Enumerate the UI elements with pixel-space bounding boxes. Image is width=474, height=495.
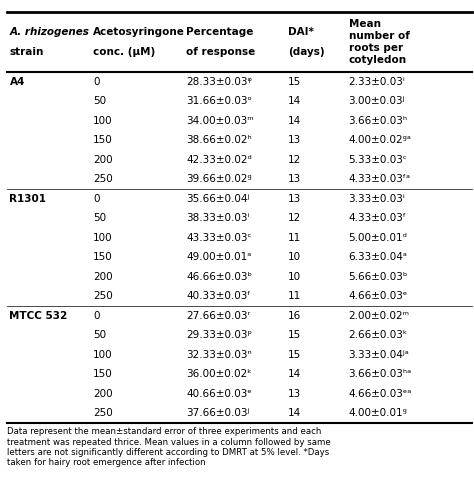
Text: 5.33±0.03ᶜ: 5.33±0.03ᶜ — [348, 154, 407, 165]
Text: Mean: Mean — [348, 19, 381, 29]
Text: 4.66±0.03ᵉᵃ: 4.66±0.03ᵉᵃ — [348, 389, 412, 399]
Text: 4.00±0.02ᵍᵃ: 4.00±0.02ᵍᵃ — [348, 135, 411, 145]
Text: MTCC 532: MTCC 532 — [9, 311, 68, 321]
Text: 32.33±0.03ⁿ: 32.33±0.03ⁿ — [186, 350, 252, 360]
Text: R1301: R1301 — [9, 194, 46, 203]
Text: 3.00±0.03ʲ: 3.00±0.03ʲ — [348, 96, 405, 106]
Text: 250: 250 — [93, 408, 113, 418]
Text: A4: A4 — [9, 77, 25, 87]
Text: 100: 100 — [93, 116, 113, 126]
Text: 38.33±0.03ⁱ: 38.33±0.03ⁱ — [186, 213, 249, 223]
Text: 4.66±0.03ᵉ: 4.66±0.03ᵉ — [348, 292, 408, 301]
Text: 50: 50 — [93, 330, 106, 341]
Text: 4.00±0.01ᵍ: 4.00±0.01ᵍ — [348, 408, 408, 418]
Text: 38.66±0.02ʰ: 38.66±0.02ʰ — [186, 135, 252, 145]
Text: 5.00±0.01ᵈ: 5.00±0.01ᵈ — [348, 233, 408, 243]
Text: 150: 150 — [93, 369, 113, 379]
Text: 11: 11 — [288, 233, 301, 243]
Text: 13: 13 — [288, 135, 301, 145]
Text: 150: 150 — [93, 135, 113, 145]
Text: 50: 50 — [93, 213, 106, 223]
Text: 50: 50 — [93, 96, 106, 106]
Text: Percentage: Percentage — [186, 27, 254, 37]
Text: cotyledon: cotyledon — [348, 55, 407, 65]
Text: 200: 200 — [93, 154, 113, 165]
Text: 11: 11 — [288, 292, 301, 301]
Text: 2.00±0.02ᵐ: 2.00±0.02ᵐ — [348, 311, 410, 321]
Text: roots per: roots per — [348, 43, 403, 53]
Text: 3.33±0.03ⁱ: 3.33±0.03ⁱ — [348, 194, 405, 203]
Text: 14: 14 — [288, 408, 301, 418]
Text: 13: 13 — [288, 389, 301, 399]
Text: 27.66±0.03ʳ: 27.66±0.03ʳ — [186, 311, 250, 321]
Text: conc. (μM): conc. (μM) — [93, 47, 155, 57]
Text: 0: 0 — [93, 194, 100, 203]
Text: 14: 14 — [288, 369, 301, 379]
Text: 39.66±0.02ᵍ: 39.66±0.02ᵍ — [186, 174, 252, 184]
Text: 43.33±0.03ᶜ: 43.33±0.03ᶜ — [186, 233, 251, 243]
Text: 40.66±0.03ᵉ: 40.66±0.03ᵉ — [186, 389, 252, 399]
Text: 100: 100 — [93, 350, 113, 360]
Text: number of: number of — [348, 31, 410, 41]
Text: 6.33±0.04ᵃ: 6.33±0.04ᵃ — [348, 252, 408, 262]
Text: 4.33±0.03ᶠᵃ: 4.33±0.03ᶠᵃ — [348, 174, 410, 184]
Text: 0: 0 — [93, 311, 100, 321]
Text: 40.33±0.03ᶠ: 40.33±0.03ᶠ — [186, 292, 250, 301]
Text: 250: 250 — [93, 174, 113, 184]
Text: 12: 12 — [288, 154, 301, 165]
Text: 3.66±0.03ʰ: 3.66±0.03ʰ — [348, 116, 408, 126]
Text: 34.00±0.03ᵐ: 34.00±0.03ᵐ — [186, 116, 254, 126]
Text: 2.33±0.03ⁱ: 2.33±0.03ⁱ — [348, 77, 405, 87]
Text: 49.00±0.01ᵃ: 49.00±0.01ᵃ — [186, 252, 251, 262]
Text: Data represent the mean±standard error of three experiments and each
treatment w: Data represent the mean±standard error o… — [7, 427, 331, 467]
Text: 28.33±0.03ᵠ: 28.33±0.03ᵠ — [186, 77, 252, 87]
Text: 37.66±0.03ʲ: 37.66±0.03ʲ — [186, 408, 249, 418]
Text: 15: 15 — [288, 330, 301, 341]
Text: Acetosyringone: Acetosyringone — [93, 27, 185, 37]
Text: 4.33±0.03ᶠ: 4.33±0.03ᶠ — [348, 213, 407, 223]
Text: 10: 10 — [288, 252, 301, 262]
Text: 200: 200 — [93, 389, 113, 399]
Text: 200: 200 — [93, 272, 113, 282]
Text: 3.33±0.04ʲᵃ: 3.33±0.04ʲᵃ — [348, 350, 410, 360]
Text: 13: 13 — [288, 174, 301, 184]
Text: 10: 10 — [288, 272, 301, 282]
Text: 42.33±0.02ᵈ: 42.33±0.02ᵈ — [186, 154, 252, 165]
Text: of response: of response — [186, 47, 255, 57]
Text: strain: strain — [9, 47, 44, 57]
Text: (days): (days) — [288, 47, 325, 57]
Text: 14: 14 — [288, 116, 301, 126]
Text: 5.66±0.03ᵇ: 5.66±0.03ᵇ — [348, 272, 408, 282]
Text: 15: 15 — [288, 350, 301, 360]
Text: 12: 12 — [288, 213, 301, 223]
Text: 16: 16 — [288, 311, 301, 321]
Text: 46.66±0.03ᵇ: 46.66±0.03ᵇ — [186, 272, 252, 282]
Text: 2.66±0.03ᵏ: 2.66±0.03ᵏ — [348, 330, 408, 341]
Text: 13: 13 — [288, 194, 301, 203]
Text: 250: 250 — [93, 292, 113, 301]
Text: 150: 150 — [93, 252, 113, 262]
Text: A. rhizogenes: A. rhizogenes — [9, 27, 90, 37]
Text: 31.66±0.03ᵒ: 31.66±0.03ᵒ — [186, 96, 252, 106]
Text: DAI*: DAI* — [288, 27, 314, 37]
Text: 14: 14 — [288, 96, 301, 106]
Text: 29.33±0.03ᵖ: 29.33±0.03ᵖ — [186, 330, 252, 341]
Text: 0: 0 — [93, 77, 100, 87]
Text: 3.66±0.03ʰᵃ: 3.66±0.03ʰᵃ — [348, 369, 412, 379]
Text: 100: 100 — [93, 233, 113, 243]
Text: 15: 15 — [288, 77, 301, 87]
Text: 35.66±0.04ʲ: 35.66±0.04ʲ — [186, 194, 249, 203]
Text: 36.00±0.02ᵏ: 36.00±0.02ᵏ — [186, 369, 252, 379]
